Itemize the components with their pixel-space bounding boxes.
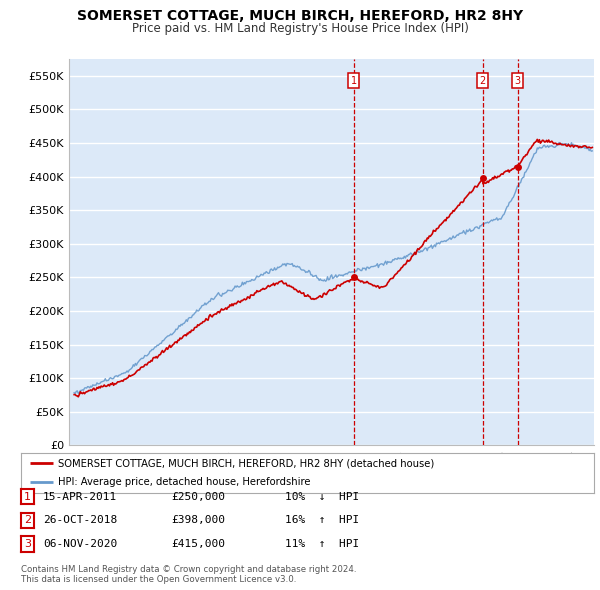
Text: 16%  ↑  HPI: 16% ↑ HPI: [285, 516, 359, 525]
Text: 3: 3: [515, 76, 521, 86]
Text: 11%  ↑  HPI: 11% ↑ HPI: [285, 539, 359, 549]
Text: £250,000: £250,000: [171, 492, 225, 502]
Text: 2: 2: [24, 516, 31, 525]
Text: SOMERSET COTTAGE, MUCH BIRCH, HEREFORD, HR2 8HY (detached house): SOMERSET COTTAGE, MUCH BIRCH, HEREFORD, …: [58, 458, 434, 468]
Text: This data is licensed under the Open Government Licence v3.0.: This data is licensed under the Open Gov…: [21, 575, 296, 584]
Text: HPI: Average price, detached house, Herefordshire: HPI: Average price, detached house, Here…: [58, 477, 311, 487]
Text: 2: 2: [479, 76, 486, 86]
Text: 10%  ↓  HPI: 10% ↓ HPI: [285, 492, 359, 502]
Text: 1: 1: [24, 492, 31, 502]
Text: SOMERSET COTTAGE, MUCH BIRCH, HEREFORD, HR2 8HY: SOMERSET COTTAGE, MUCH BIRCH, HEREFORD, …: [77, 9, 523, 23]
Text: 06-NOV-2020: 06-NOV-2020: [43, 539, 118, 549]
Text: £398,000: £398,000: [171, 516, 225, 525]
Text: Price paid vs. HM Land Registry's House Price Index (HPI): Price paid vs. HM Land Registry's House …: [131, 22, 469, 35]
Text: 1: 1: [350, 76, 356, 86]
Text: £415,000: £415,000: [171, 539, 225, 549]
Text: Contains HM Land Registry data © Crown copyright and database right 2024.: Contains HM Land Registry data © Crown c…: [21, 565, 356, 575]
Text: 26-OCT-2018: 26-OCT-2018: [43, 516, 118, 525]
Text: 3: 3: [24, 539, 31, 549]
Text: 15-APR-2011: 15-APR-2011: [43, 492, 118, 502]
